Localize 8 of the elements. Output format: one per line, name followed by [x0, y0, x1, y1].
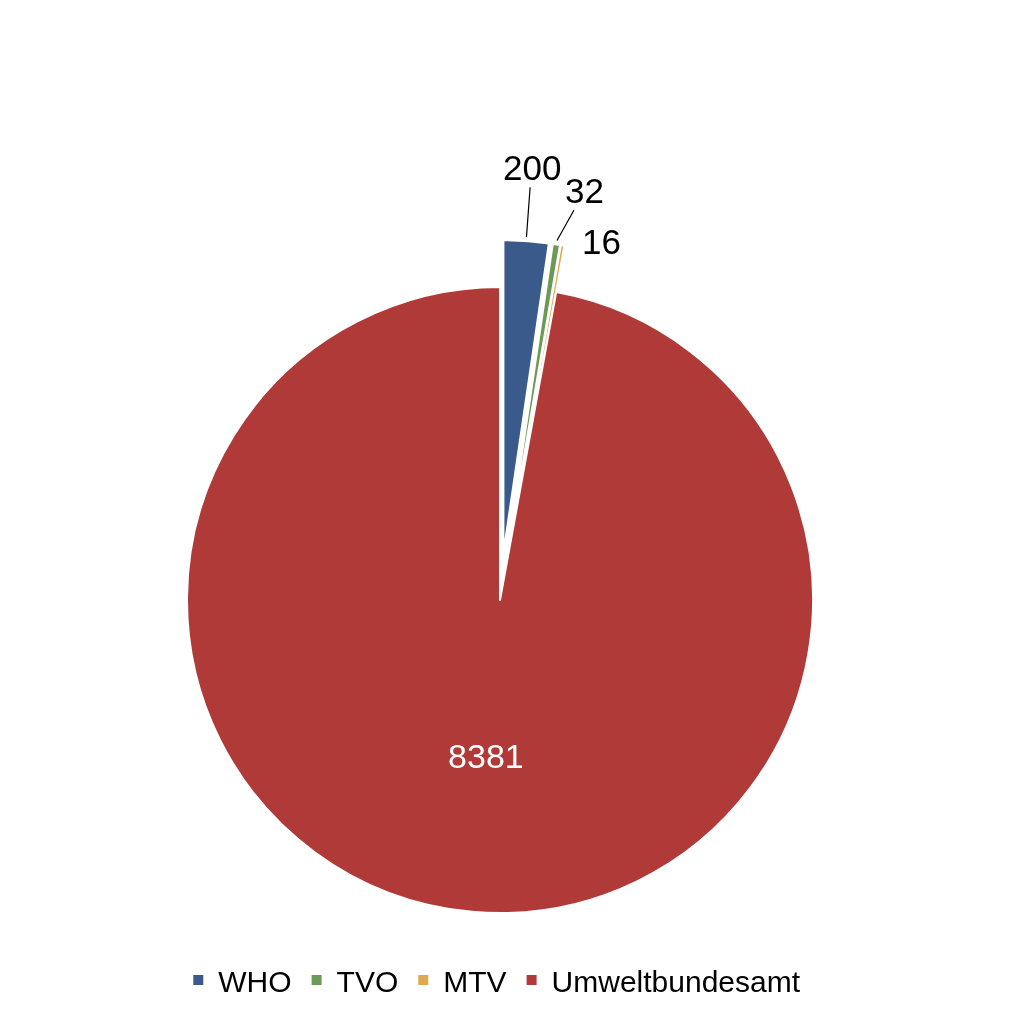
legend-label: TVO [336, 964, 399, 998]
data-label: 16 [582, 222, 621, 261]
data-label: 8381 [448, 736, 524, 775]
data-label: 200 [503, 148, 562, 187]
legend-label: MTV [443, 964, 507, 998]
legend-label: WHO [218, 964, 292, 998]
legend-label: Umweltbundesamt [551, 964, 801, 998]
data-label: 32 [565, 171, 604, 210]
